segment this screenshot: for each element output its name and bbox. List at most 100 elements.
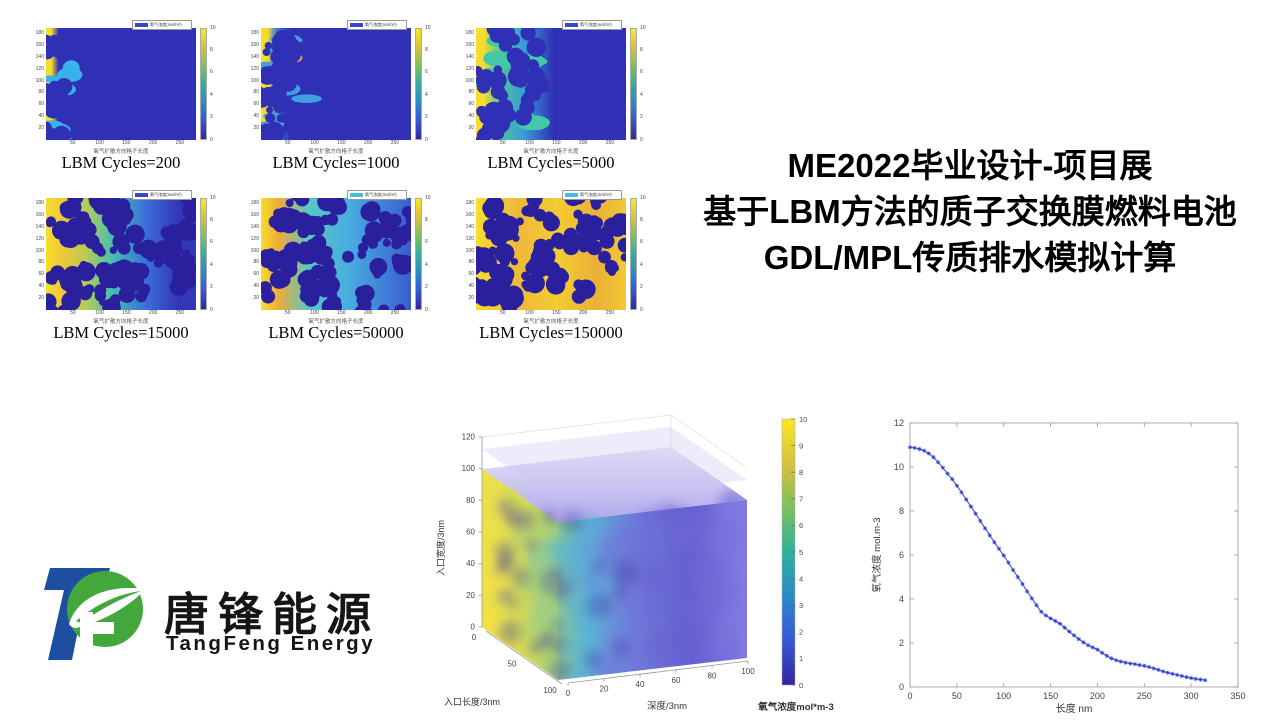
svg-text:20: 20: [600, 685, 609, 694]
svg-text:0: 0: [566, 689, 571, 698]
y-axis-tick: 20: [468, 294, 474, 301]
y-axis-tick: 100: [250, 247, 259, 254]
y-axis-tick: 20: [38, 294, 44, 301]
colorbar-tick: 6: [425, 239, 428, 246]
svg-text:200: 200: [1090, 691, 1105, 701]
svg-text:3: 3: [799, 601, 803, 610]
svg-text:150: 150: [1043, 691, 1058, 701]
x-axis-tick: 150: [552, 140, 561, 146]
colorbar-tick: 2: [425, 284, 428, 291]
legend-swatch-icon: [350, 22, 363, 28]
y-axis-tick: 180: [250, 200, 259, 207]
y-axis-tick: 80: [38, 89, 44, 96]
colorbar-tick: 10: [425, 194, 431, 201]
y-axis-tick: 40: [38, 112, 44, 119]
y-axis-tick: 160: [35, 42, 44, 49]
y-axis-tick: 20: [38, 124, 44, 131]
x-axis-tick: 250: [605, 140, 615, 146]
logo: 唐锋能源 TangFeng Energy: [40, 548, 420, 678]
y-axis-tick: 120: [465, 235, 474, 242]
heatmap-legend: 氧气浓度(mol/m³): [132, 20, 192, 30]
heatmap-colorbar: [630, 28, 637, 140]
colorbar-tick: 2: [425, 114, 428, 121]
y-axis-tick: 60: [468, 271, 474, 278]
colorbar-tick: 8: [640, 46, 643, 53]
x-axis-tick: 150: [337, 310, 346, 316]
heatmap-plot: [261, 198, 411, 310]
colorbar-tick: 8: [425, 46, 428, 53]
svg-text:60: 60: [672, 676, 681, 685]
heatmap-legend: 氧气浓度(mol/m³): [347, 190, 407, 200]
x-axis-tick: 50: [500, 310, 506, 316]
y-axis-tick: 100: [35, 77, 44, 84]
y-axis-tick: 100: [465, 77, 474, 84]
colorbar-tick: 4: [210, 91, 213, 98]
x-axis-tick: 250: [605, 310, 615, 316]
heatmap-colorbar: [415, 198, 422, 310]
x-axis-tick: 100: [525, 140, 534, 146]
svg-text:60: 60: [466, 528, 475, 537]
svg-text:0: 0: [907, 691, 912, 701]
colorbar-tick: 8: [425, 216, 428, 223]
legend-swatch-icon: [565, 22, 578, 28]
x-axis-label: 氧气扩散方向格子长度: [93, 149, 149, 155]
y-axis-tick: 100: [250, 77, 259, 84]
y-axis-tick: 40: [468, 282, 474, 289]
legend-swatch-icon: [565, 192, 578, 198]
y-axis-tick: 120: [465, 65, 474, 72]
colorbar-tick: 2: [210, 284, 213, 291]
x-axis-tick: 200: [363, 140, 373, 146]
colorbar-tick: 2: [640, 114, 643, 121]
y-axis-tick: 80: [468, 259, 474, 266]
svg-text:100: 100: [741, 667, 755, 676]
y-axis-tick: 120: [250, 235, 259, 242]
x-axis-tick: 150: [122, 310, 131, 316]
colorbar-tick: 0: [640, 136, 643, 143]
heatmap-cell: 氧气浓度(mol/m³) 20 40 60 80 100 120 140 160 180 0 2 4 6 8…: [245, 20, 460, 176]
svg-text:10: 10: [894, 462, 904, 472]
svg-text:0: 0: [472, 633, 477, 642]
y-axis-tick: 80: [468, 89, 474, 96]
x-axis-label: 氧气扩散方向格子长度: [523, 319, 579, 325]
svg-text:80: 80: [708, 671, 717, 680]
x-axis-tick: 100: [310, 310, 319, 316]
colorbar-tick: 10: [210, 194, 216, 201]
colorbar-tick: 8: [640, 216, 643, 223]
legend-label: 氧气浓度(mol/m³): [365, 22, 397, 28]
heatmap-plot: [476, 28, 626, 140]
svg-text:深度/3nm: 深度/3nm: [647, 700, 687, 712]
colorbar-tick: 0: [210, 136, 213, 143]
colorbar-tick: 4: [640, 261, 643, 268]
colorbar-tick: 4: [425, 261, 428, 268]
logo-en: TangFeng Energy: [166, 632, 376, 655]
logo-cn: 唐锋能源: [164, 589, 381, 640]
title-line-3: GDL/MPL传质排水模拟计算: [763, 239, 1177, 276]
svg-text:6: 6: [799, 521, 803, 530]
colorbar-tick: 4: [425, 91, 428, 98]
heatmap-colorbar: [200, 198, 207, 310]
y-axis-tick: 140: [35, 53, 44, 60]
x-axis-label: 氧气扩散方向格子长度: [523, 149, 579, 155]
y-axis-tick: 120: [250, 65, 259, 72]
svg-text:0: 0: [899, 682, 904, 692]
heatmap-legend: 氧气浓度(mol/m³): [562, 190, 622, 200]
svg-text:12: 12: [894, 418, 904, 428]
x-axis-tick: 50: [285, 140, 291, 146]
y-axis-tick: 40: [38, 282, 44, 289]
x-axis-tick: 50: [70, 310, 76, 316]
heatmap-plot: [476, 198, 626, 310]
x-axis-tick: 200: [148, 140, 158, 146]
x-axis-tick: 150: [552, 310, 561, 316]
y-axis-tick: 160: [250, 212, 259, 219]
x-axis-tick: 50: [70, 140, 76, 146]
heatmap-caption: LBM Cycles=5000: [487, 153, 615, 172]
y-axis-tick: 180: [250, 30, 259, 37]
svg-text:120: 120: [462, 433, 476, 442]
svg-text:4: 4: [899, 594, 904, 604]
colorbar-tick: 10: [425, 24, 431, 31]
svg-text:氧气浓度mol*m-3: 氧气浓度mol*m-3: [757, 701, 833, 713]
legend-label: 氧气浓度(mol/m³): [580, 22, 612, 28]
y-axis-tick: 40: [468, 112, 474, 119]
svg-text:9: 9: [799, 441, 803, 450]
